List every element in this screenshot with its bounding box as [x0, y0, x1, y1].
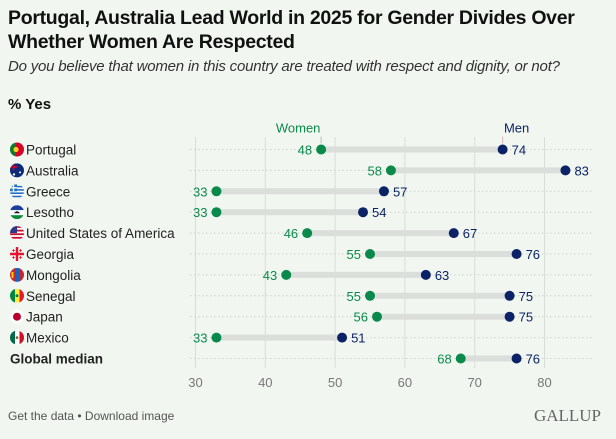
women-dot — [371, 311, 382, 322]
women-dot — [365, 249, 375, 259]
women-dot — [281, 269, 292, 280]
men-dot — [448, 228, 459, 239]
men-value-label: 75 — [519, 289, 533, 304]
global-median-label: Global median — [10, 352, 103, 367]
women-value-label: 55 — [347, 289, 361, 304]
country-label: Lesotho — [26, 205, 74, 220]
country-label: Portugal — [26, 143, 76, 158]
women-value-label: 58 — [367, 163, 381, 178]
dumbbell-chart: 30 40 50 60 70 80 48 74 Portugal 58 83 Australia 33 5… — [10, 121, 592, 390]
men-value-label: 54 — [372, 205, 386, 220]
women-value-label: 48 — [298, 143, 312, 158]
men-dot — [511, 353, 522, 364]
men-dot — [337, 332, 348, 343]
men-value-label: 75 — [519, 310, 533, 325]
footer-separator: • — [74, 409, 85, 423]
lesotho-flag-icon — [10, 205, 24, 220]
women-dot — [211, 332, 222, 343]
download-image-link[interactable]: Download image — [84, 409, 175, 423]
footer-links: Get the data • Download image — [8, 409, 174, 423]
legend-men: Men — [504, 121, 529, 136]
portugal-flag-icon — [10, 142, 24, 157]
usa-flag-icon — [10, 226, 24, 241]
women-value-label: 43 — [263, 268, 277, 283]
women-value-label: 68 — [437, 352, 451, 367]
x-tick-label: 70 — [467, 375, 481, 390]
women-dot — [365, 290, 375, 301]
georgia-flag-icon — [10, 247, 24, 261]
men-value-label: 76 — [526, 352, 540, 367]
men-value-label: 67 — [463, 226, 477, 241]
senegal-flag-icon — [10, 288, 24, 303]
women-dot — [302, 228, 313, 239]
mexico-flag-icon — [10, 330, 24, 345]
country-label: Mongolia — [26, 268, 81, 283]
chart-title: Portugal, Australia Lead World in 2025 f… — [8, 7, 575, 53]
x-tick-label: 40 — [258, 375, 272, 390]
women-dot — [455, 353, 466, 364]
men-value-label: 51 — [351, 331, 365, 346]
men-value-label: 76 — [526, 247, 540, 262]
men-value-label: 63 — [435, 268, 449, 283]
country-label: Australia — [26, 163, 79, 178]
men-dot — [560, 165, 571, 176]
men-dot — [358, 207, 369, 218]
women-dot — [316, 144, 327, 155]
country-label: Japan — [26, 310, 63, 325]
men-value-label: 83 — [574, 163, 588, 178]
country-label: United States of America — [26, 226, 175, 241]
gallup-logo: GALLUP — [533, 406, 601, 425]
get-data-link[interactable]: Get the data — [8, 409, 75, 423]
women-dot — [211, 207, 222, 218]
men-dot — [511, 249, 522, 259]
chart-subtitle: Do you believe that women in this countr… — [8, 58, 560, 75]
unit-label: % Yes — [8, 96, 52, 113]
x-tick-label: 60 — [398, 375, 412, 390]
australia-flag-icon — [10, 163, 24, 178]
japan-flag-icon — [10, 309, 24, 324]
women-dot — [385, 165, 396, 176]
men-dot — [497, 144, 508, 155]
women-value-label: 55 — [347, 247, 361, 262]
women-value-label: 33 — [193, 184, 207, 199]
country-label: Greece — [26, 184, 70, 199]
men-value-label: 74 — [512, 143, 526, 158]
women-value-label: 46 — [284, 226, 298, 241]
country-label: Senegal — [26, 289, 76, 304]
men-value-label: 57 — [393, 184, 407, 199]
x-tick-label: 80 — [537, 375, 551, 390]
legend-women: Women — [276, 121, 321, 136]
women-value-label: 56 — [354, 310, 368, 325]
x-tick-label: 50 — [328, 375, 342, 390]
men-dot — [378, 186, 389, 197]
country-label: Mexico — [26, 331, 69, 346]
country-label: Georgia — [26, 247, 75, 262]
greece-flag-icon — [10, 184, 24, 199]
men-dot — [504, 311, 515, 322]
men-dot — [420, 269, 431, 280]
mongolia-flag-icon — [10, 267, 24, 282]
women-dot — [211, 186, 222, 197]
x-tick-label: 30 — [188, 375, 202, 390]
men-dot — [504, 290, 515, 301]
women-value-label: 33 — [193, 331, 207, 346]
women-value-label: 33 — [193, 205, 207, 220]
